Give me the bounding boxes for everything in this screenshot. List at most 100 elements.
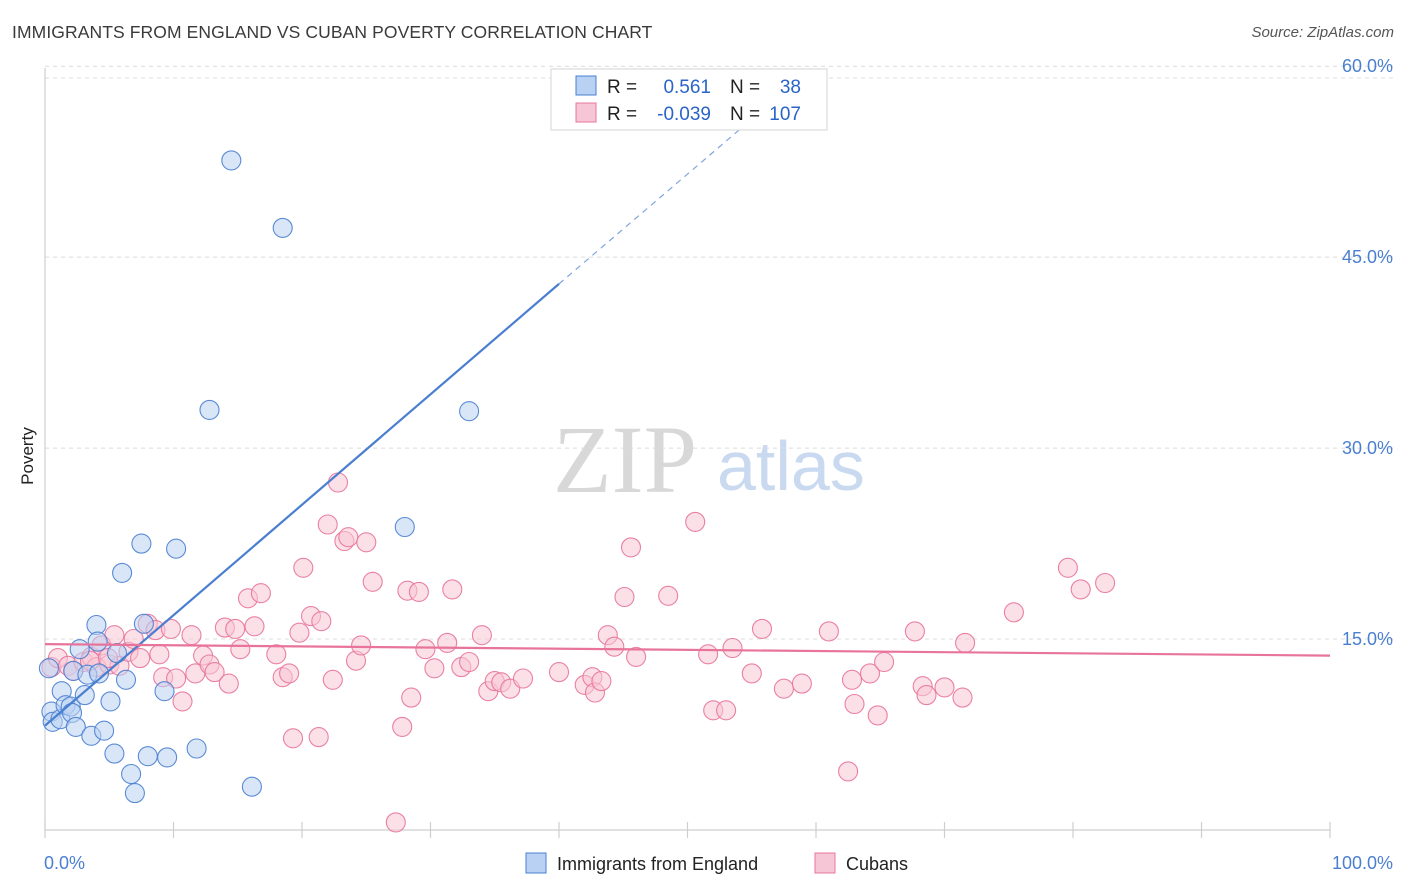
cubans-point (293, 557, 314, 578)
england-points (38, 150, 480, 804)
stats-legend-cubans-r-label: R = (607, 104, 637, 125)
cubans-point (1070, 579, 1091, 600)
trend-lines (44, 107, 1331, 727)
stats-legend-england-r-label: R = (607, 77, 637, 98)
cubans-point (437, 632, 458, 653)
cubans-point (279, 663, 300, 684)
cubans-point (791, 673, 812, 694)
cubans-point (838, 761, 859, 782)
cubans-point (459, 651, 480, 673)
watermark: ZIP atlas (553, 406, 865, 513)
cubans-point (362, 571, 383, 592)
cubans-point (658, 585, 679, 606)
england-point (272, 217, 293, 238)
cubans-point (916, 685, 937, 706)
cubans-point (322, 669, 343, 690)
england-point (133, 613, 154, 634)
y-tick-label-45: 45.0% (1342, 247, 1393, 267)
cubans-point (471, 625, 492, 646)
cubans-point (904, 621, 925, 642)
cubans-point (308, 727, 329, 748)
cubans-point (244, 616, 265, 637)
cubans-point (685, 511, 706, 532)
cubans-point (356, 532, 377, 553)
stats-legend-cubans-n-value: 107 (769, 104, 801, 125)
england-point (154, 681, 175, 702)
cubans-point (225, 618, 246, 639)
cubans-point (841, 669, 863, 690)
cubans-point (1003, 602, 1024, 623)
england-point (186, 738, 207, 759)
england-point (106, 643, 128, 664)
y-tick-label-60: 60.0% (1342, 56, 1393, 76)
england-point (124, 783, 145, 804)
cubans-point (104, 625, 125, 646)
cubans-point (955, 632, 976, 653)
cubans-point (934, 677, 955, 698)
stats-legend-england-n-value: 38 (780, 77, 801, 98)
cubans-point (218, 673, 239, 694)
cubans-point (401, 687, 422, 708)
cubans-point (250, 583, 271, 604)
cubans-point (741, 663, 762, 684)
y-axis-title: Poverty (18, 427, 37, 485)
england-point (157, 747, 178, 768)
cubans-point (751, 618, 773, 639)
legend-cubans-swatch (814, 852, 836, 874)
cubans-point (424, 658, 445, 679)
cubans-point (327, 472, 349, 493)
cubans-point (181, 625, 202, 646)
england-point (87, 631, 108, 652)
cubans-point (722, 637, 743, 659)
watermark-atlas: atlas (717, 427, 865, 505)
cubans-point (604, 636, 625, 657)
cubans-point (172, 691, 193, 712)
y-tick-label-30: 30.0% (1342, 438, 1393, 458)
cubans-point (204, 662, 225, 683)
cubans-point (818, 621, 839, 642)
cubans-point (874, 651, 895, 673)
cubans-point (512, 668, 534, 689)
cubans-point (844, 693, 865, 715)
england-point (100, 691, 121, 712)
england-point (74, 685, 95, 706)
cubans-point (149, 644, 170, 665)
cubans-point (130, 648, 151, 669)
cubans-point (311, 611, 332, 632)
stats-legend-cubans-swatch (575, 102, 597, 123)
england-point (166, 538, 187, 559)
england-trend-line-extension (558, 107, 765, 285)
cubans-point (392, 716, 413, 737)
england-point (69, 639, 90, 660)
series-legend: Immigrants from England Cubans (525, 852, 908, 874)
england-point (94, 720, 115, 741)
cubans-point (351, 635, 372, 656)
england-point (221, 150, 242, 171)
legend-england-swatch (525, 852, 547, 874)
cubans-point (442, 579, 463, 600)
england-point (112, 562, 133, 583)
legend-england-label: Immigrants from England (557, 854, 758, 874)
cubans-point (548, 662, 570, 683)
england-point (241, 776, 262, 797)
stats-legend-england-swatch (575, 75, 597, 96)
chart-title: IMMIGRANTS FROM ENGLAND VS CUBAN POVERTY… (12, 22, 653, 42)
x-axis-ticks (44, 822, 1331, 838)
y-tick-label-15: 15.0% (1342, 629, 1393, 649)
england-point (121, 763, 142, 785)
stats-legend-box (550, 68, 828, 131)
stats-legend-england-n-label: N = (730, 77, 760, 98)
x-tick-label-max: 100.0% (1332, 853, 1393, 873)
x-tick-label-min: 0.0% (44, 853, 85, 873)
cubans-point (626, 646, 647, 667)
cubans-point (408, 581, 429, 602)
stats-legend-cubans-r-value: -0.039 (657, 104, 711, 125)
england-point (199, 399, 220, 420)
cubans-point (282, 728, 304, 749)
watermark-zip: ZIP (553, 406, 697, 513)
legend-cubans-label: Cubans (846, 854, 908, 874)
stats-legend: R = 0.561 N = 38 R = -0.039 N = 107 (550, 68, 828, 131)
y-axis-tick-labels: 15.0% 30.0% 45.0% 60.0% (1342, 56, 1393, 649)
cubans-point (716, 700, 737, 721)
cubans-point (385, 812, 406, 833)
